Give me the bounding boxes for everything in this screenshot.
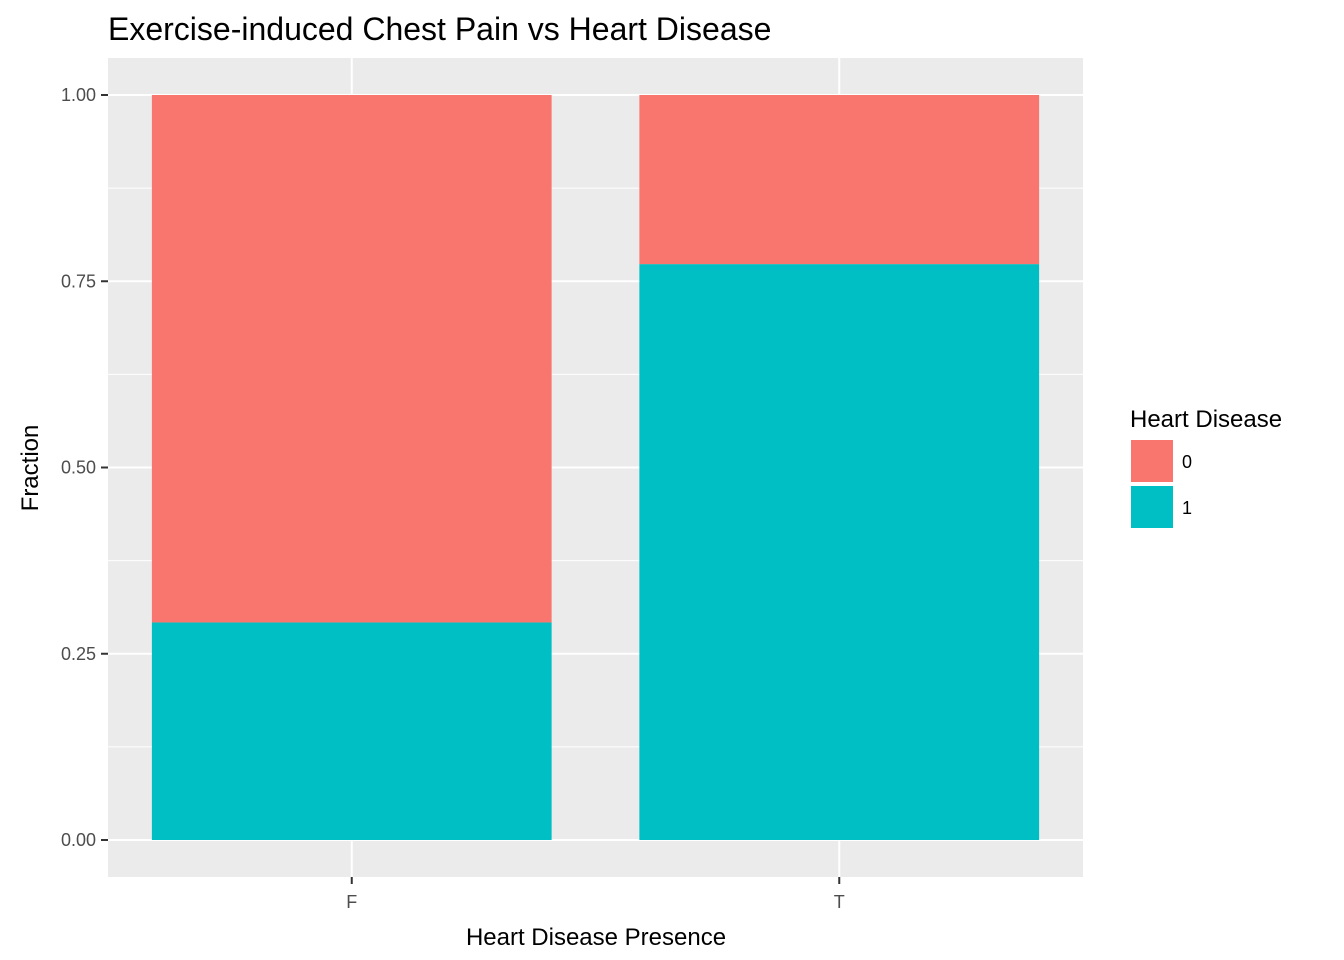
y-axis-title: Fraction	[17, 425, 44, 512]
legend: Heart Disease 0 1	[1130, 406, 1282, 528]
bar-F-series-0	[151, 95, 552, 623]
y-axis: 0.00 0.25 0.50 0.75 1.00	[61, 85, 108, 850]
legend-title: Heart Disease	[1130, 406, 1282, 433]
chart-title: Exercise-induced Chest Pain vs Heart Dis…	[108, 11, 771, 47]
bar-T-series-1	[639, 264, 1040, 840]
legend-label-0: 0	[1182, 452, 1192, 472]
x-tick-label: T	[834, 892, 845, 912]
y-tick-label: 0.00	[61, 830, 96, 850]
y-tick-label: 0.75	[61, 271, 96, 291]
y-tick-label: 0.25	[61, 644, 96, 664]
x-axis-title: Heart Disease Presence	[466, 924, 726, 951]
bar-F-series-1	[151, 622, 552, 840]
y-tick-label: 0.50	[61, 458, 96, 478]
legend-key-1	[1131, 486, 1173, 528]
legend-label-1: 1	[1182, 498, 1192, 518]
y-tick-label: 1.00	[61, 85, 96, 105]
x-tick-label: F	[346, 892, 357, 912]
bars	[151, 95, 1040, 840]
legend-key-0	[1131, 440, 1173, 482]
bar-T-series-0	[639, 95, 1040, 265]
